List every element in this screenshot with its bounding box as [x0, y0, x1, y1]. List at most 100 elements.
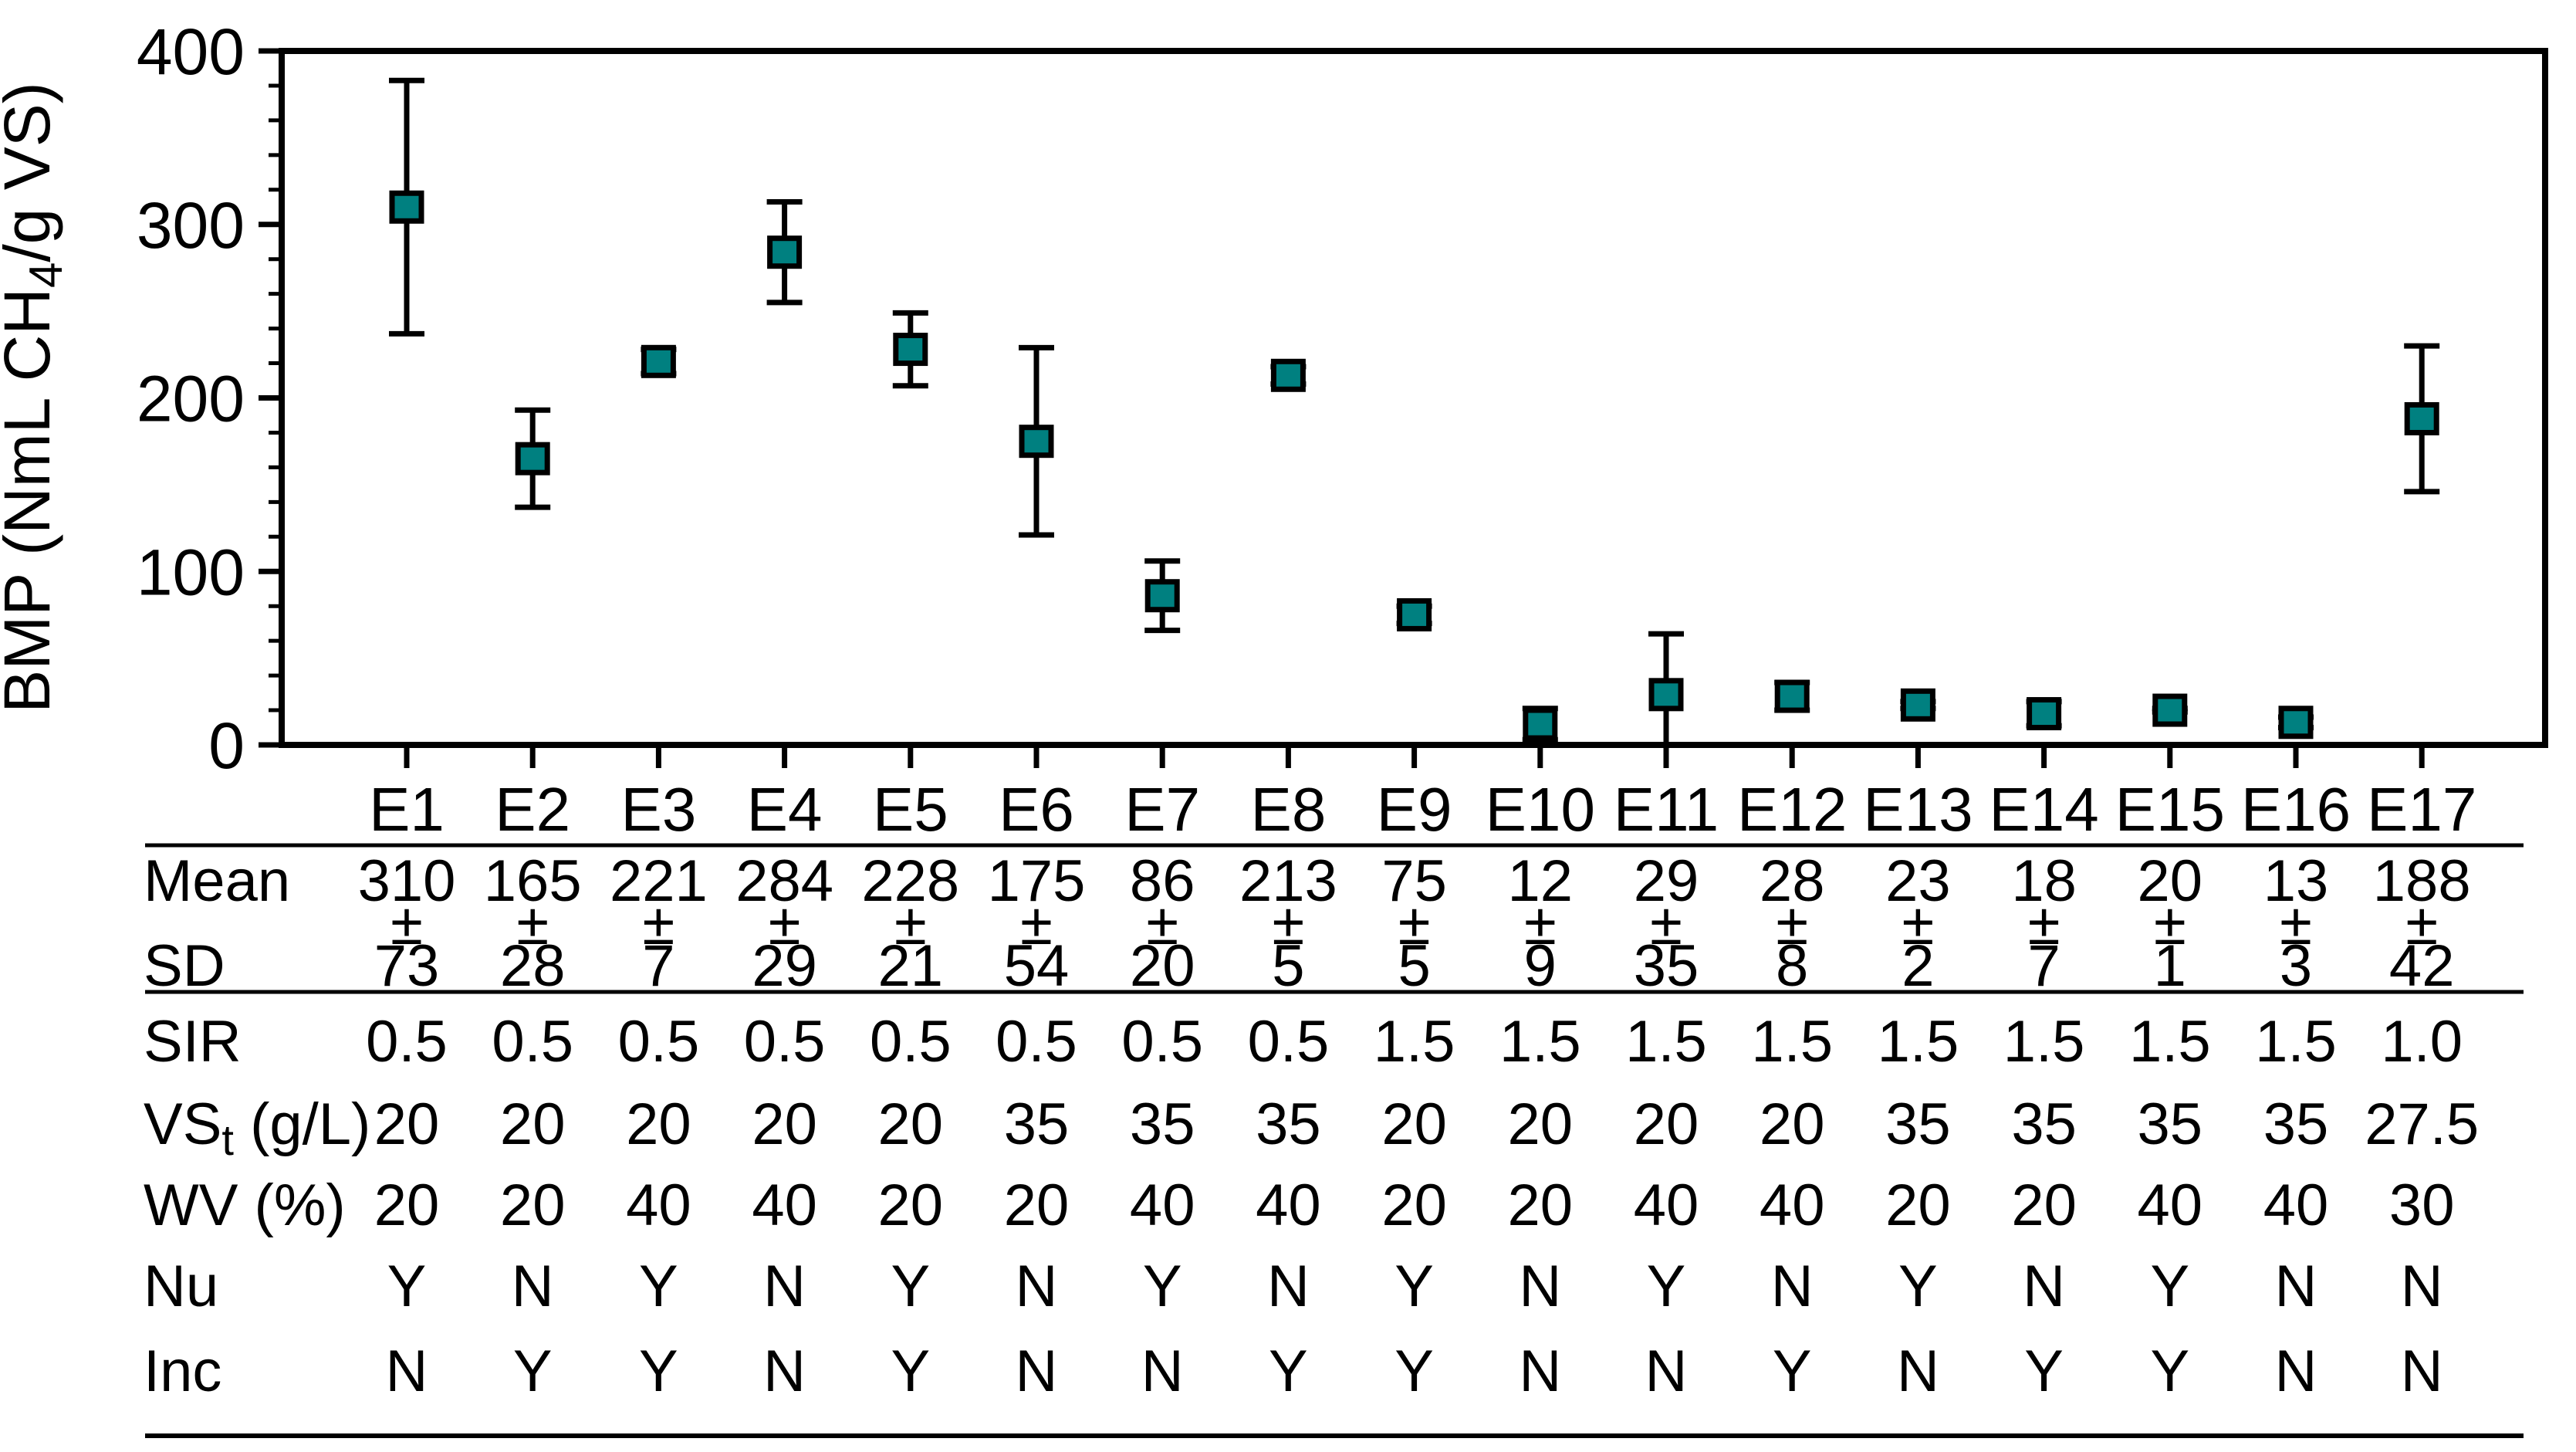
cell-mean-e17: 188	[2373, 848, 2471, 914]
cell-inc-e8: Y	[1269, 1339, 1308, 1404]
cell-vst-e4: 20	[752, 1092, 817, 1157]
cell-inc-e16: N	[2275, 1339, 2317, 1404]
cell-mean-e6: 175	[988, 848, 1086, 914]
cell-pm-e4: ±	[769, 892, 801, 957]
cell-sd-e16: 3	[2280, 933, 2312, 999]
x-category-label: E12	[1737, 775, 1847, 844]
cell-vst-e7: 35	[1130, 1092, 1195, 1157]
cell-sd-e14: 7	[2027, 933, 2060, 999]
data-point-marker	[1774, 679, 1810, 713]
generated-content: 0 100 200 300 400 E1 E2 E3 E4 E5 E6 E7 E8 E9 E10 E11 E12…	[137, 15, 2548, 1438]
cell-mean-e12: 28	[1760, 848, 1825, 914]
cell-inc-e14: Y	[2024, 1339, 2064, 1404]
data-point-marker	[893, 333, 928, 367]
cell-inc-e2: Y	[513, 1339, 553, 1404]
cell-mean-e3: 221	[610, 848, 708, 914]
cell-sir-e4: 0.5	[744, 1009, 826, 1075]
cell-mean-e14: 18	[2011, 848, 2077, 914]
cell-mean-e13: 23	[1885, 848, 1951, 914]
cell-sd-e17: 42	[2389, 933, 2455, 999]
cell-sir-e1: 0.5	[366, 1009, 448, 1075]
cell-nu-e4: N	[763, 1254, 806, 1319]
cell-vst-e1: 20	[374, 1092, 440, 1157]
row-label-vst-unit: (g/L)	[234, 1092, 370, 1157]
data-point-marker	[2152, 693, 2188, 727]
cell-sd-e9: 5	[1398, 933, 1430, 999]
cell-inc-e5: Y	[891, 1339, 930, 1404]
cell-vst-e11: 20	[1634, 1092, 1699, 1157]
cell-nu-e11: Y	[1647, 1254, 1686, 1319]
data-point-marker	[1144, 579, 1180, 613]
x-category-label: E13	[1863, 775, 1973, 844]
cell-pm-e9: ±	[1398, 892, 1431, 957]
cell-pm-e15: ±	[2154, 892, 2186, 957]
cell-wv-e2: 20	[500, 1173, 566, 1238]
cell-pm-e6: ±	[1020, 892, 1053, 957]
cell-nu-e15: Y	[2150, 1254, 2189, 1319]
cell-vst-e15: 35	[2138, 1092, 2203, 1157]
cell-wv-e4: 40	[752, 1173, 817, 1238]
cell-inc-e6: N	[1016, 1339, 1058, 1404]
x-category-label: E9	[1377, 775, 1452, 844]
cell-mean-e5: 228	[861, 848, 959, 914]
cell-pm-e14: ±	[2028, 892, 2060, 957]
cell-wv-e17: 30	[2389, 1173, 2455, 1238]
cell-wv-e12: 40	[1760, 1173, 1825, 1238]
cell-mean-e1: 310	[358, 848, 456, 914]
y-tick-label: 300	[137, 189, 245, 262]
cell-nu-e12: N	[1771, 1254, 1814, 1319]
data-point-marker	[389, 190, 424, 224]
cell-nu-e2: N	[512, 1254, 554, 1319]
cell-mean-e9: 75	[1381, 848, 1447, 914]
x-category-label: E10	[1486, 775, 1595, 844]
x-category-label: E17	[2367, 775, 2476, 844]
cell-pm-e10: ±	[1524, 892, 1557, 957]
cell-sd-e1: 73	[374, 933, 440, 999]
row-label-nu: Nu	[144, 1254, 218, 1319]
cell-vst-e10: 20	[1508, 1092, 1574, 1157]
cell-pm-e16: ±	[2280, 892, 2312, 957]
cell-mean-e10: 12	[1508, 848, 1574, 914]
cell-inc-e10: N	[1519, 1339, 1561, 1404]
cell-wv-e8: 40	[1256, 1173, 1321, 1238]
cell-vst-e5: 20	[878, 1092, 944, 1157]
cell-wv-e13: 20	[1885, 1173, 1951, 1238]
cell-inc-e13: N	[1897, 1339, 1939, 1404]
cell-inc-e17: N	[2401, 1339, 2443, 1404]
cell-inc-e7: N	[1141, 1339, 1184, 1404]
cell-pm-e12: ±	[1776, 892, 1808, 957]
cell-sd-e6: 54	[1004, 933, 1070, 999]
row-label-vst: VSt (g/L)	[144, 1092, 370, 1164]
cell-inc-e3: Y	[639, 1339, 678, 1404]
cell-sd-e4: 29	[752, 933, 817, 999]
data-point-marker	[1523, 707, 1558, 741]
cell-sir-e14: 1.5	[2003, 1009, 2085, 1075]
row-label-mean: Mean	[144, 848, 290, 914]
row-label-sir: SIR	[144, 1009, 242, 1075]
cell-wv-e10: 20	[1508, 1173, 1574, 1238]
data-point-marker	[2278, 706, 2314, 740]
cell-sd-e2: 28	[500, 933, 566, 999]
cell-sir-e6: 0.5	[996, 1009, 1077, 1075]
cell-sd-e11: 35	[1634, 933, 1699, 999]
x-category-label: E1	[369, 775, 445, 844]
cell-sir-e5: 0.5	[870, 1009, 952, 1075]
cell-sir-e2: 0.5	[492, 1009, 573, 1075]
cell-wv-e15: 40	[2138, 1173, 2203, 1238]
cell-pm-e7: ±	[1146, 892, 1178, 957]
cell-pm-e17: ±	[2405, 892, 2438, 957]
cell-sd-e5: 21	[878, 933, 944, 999]
cell-vst-e17: 27.5	[2365, 1092, 2479, 1157]
cell-vst-e6: 35	[1004, 1092, 1070, 1157]
row-label-sd: SD	[144, 933, 225, 999]
cell-sd-e3: 7	[642, 933, 674, 999]
data-point-marker	[1648, 678, 1684, 712]
data-point-marker	[1270, 358, 1306, 392]
cell-nu-e10: N	[1519, 1254, 1561, 1319]
cell-inc-e9: Y	[1394, 1339, 1434, 1404]
y-tick-label: 0	[208, 709, 245, 782]
cell-wv-e14: 20	[2011, 1173, 2077, 1238]
data-point-marker	[2404, 401, 2439, 435]
cell-vst-e3: 20	[626, 1092, 691, 1157]
